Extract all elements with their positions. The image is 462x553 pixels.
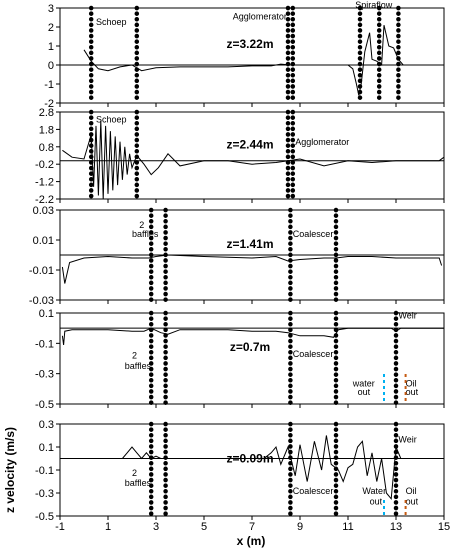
velocity-series <box>62 120 445 200</box>
annotation-label: baffles <box>125 361 152 371</box>
y-tick-label: -0.3 <box>35 488 54 500</box>
x-tick-label: 9 <box>297 521 303 533</box>
y-tick-label: -1.2 <box>35 177 54 189</box>
annotation-label: Weir <box>398 310 416 320</box>
annotation-label: baffles <box>132 229 159 239</box>
x-tick-label: -1 <box>55 521 65 533</box>
y-tick-label: 2.8 <box>39 107 54 119</box>
y-tick-label: 0.03 <box>33 205 54 217</box>
annotation-label: Schoep <box>96 17 127 27</box>
panel-height-label: z=0.7m <box>230 340 270 354</box>
annotation-label: 2 <box>132 468 137 478</box>
y-tick-label: -0.2 <box>35 159 54 171</box>
y-tick-label: -0.03 <box>29 295 54 307</box>
annotation-label: Agglomerator <box>295 137 349 147</box>
panel-height-label: z=0.09m <box>226 452 273 466</box>
annotation-label: out <box>370 497 383 507</box>
y-tick-label: 0.3 <box>39 419 54 431</box>
y-tick-label: -2 <box>44 98 54 110</box>
annotation-label: Oil <box>406 486 417 496</box>
y-tick-label: 0.1 <box>39 308 54 320</box>
annotation-label: out <box>406 497 419 507</box>
x-tick-label: 5 <box>201 521 207 533</box>
panel-height-label: z=1.41m <box>226 237 273 251</box>
annotation-label: out <box>358 387 371 397</box>
annotation-label: Coalescer <box>293 229 334 239</box>
y-axis-label: z velocity (m/s) <box>3 427 17 513</box>
panel-frame <box>59 111 445 200</box>
x-tick-label: 15 <box>438 521 450 533</box>
annotation-label: Coalescer <box>293 349 334 359</box>
y-tick-label: 1.8 <box>39 124 54 136</box>
y-tick-label: -0.5 <box>35 399 54 411</box>
panel-0: -2 -1 0 1 2 3 Schoep Agglomerator Spiraflow z=3.2… <box>44 0 445 110</box>
y-tick-label: 0.01 <box>33 235 54 247</box>
annotation-label: baffles <box>125 478 152 488</box>
panel-height-label: z=2.44m <box>226 138 273 152</box>
y-tick-label: 1 <box>48 41 54 53</box>
y-tick-label: 2 <box>48 22 54 34</box>
annotation-label: out <box>406 387 419 397</box>
annotation-label: Agglomerator <box>233 11 287 21</box>
x-tick-label: 13 <box>390 521 402 533</box>
y-tick-label: 0.1 <box>39 442 54 454</box>
y-tick-label: -2.2 <box>35 194 54 206</box>
y-tick-label: -1 <box>44 79 54 91</box>
x-axis-label: x (m) <box>237 534 266 548</box>
y-tick-label: -0.5 <box>35 511 54 523</box>
annotation-label: Water <box>362 486 386 496</box>
annotation-label: Oil <box>406 379 417 389</box>
annotation-label: 2 <box>132 351 137 361</box>
y-tick-label: 0.8 <box>39 142 54 154</box>
y-tick-label: -0.1 <box>35 338 54 350</box>
y-tick-label: 0 <box>48 60 54 72</box>
annotation-label: Weir <box>398 434 416 444</box>
velocity-series <box>61 327 444 345</box>
velocity-series <box>122 435 420 501</box>
panel-frame <box>59 423 445 517</box>
annotation-label: water <box>352 379 375 389</box>
panels: -2 -1 0 1 2 3 Schoep Agglomerator Spiraflow z=3.2… <box>29 0 445 523</box>
x-axis: -1 1 3 5 7 9 11 13 15 <box>55 521 450 533</box>
x-tick-label: 7 <box>249 521 255 533</box>
annotation-label: Schoep <box>96 114 127 124</box>
x-tick-label: 3 <box>153 521 159 533</box>
velocity-series <box>83 24 404 96</box>
annotation-label: Coalescer <box>293 486 334 496</box>
velocity-series <box>61 254 443 284</box>
panel-frame <box>59 312 445 405</box>
y-tick-label: -0.3 <box>35 369 54 381</box>
y-tick-label: -0.1 <box>35 465 54 477</box>
panel-height-label: z=3.22m <box>226 37 273 51</box>
annotation-label: 2 <box>139 220 144 230</box>
annotation-label: Spiraflow <box>355 0 393 10</box>
y-tick-label: -0.01 <box>29 265 54 277</box>
panel-1: -2.2 -1.2 -0.2 0.8 1.8 2.8 Schoep Agglomerator z… <box>35 107 445 206</box>
x-tick-label: 1 <box>105 521 111 533</box>
x-tick-label: 11 <box>342 521 353 533</box>
y-tick-label: 3 <box>48 3 54 15</box>
